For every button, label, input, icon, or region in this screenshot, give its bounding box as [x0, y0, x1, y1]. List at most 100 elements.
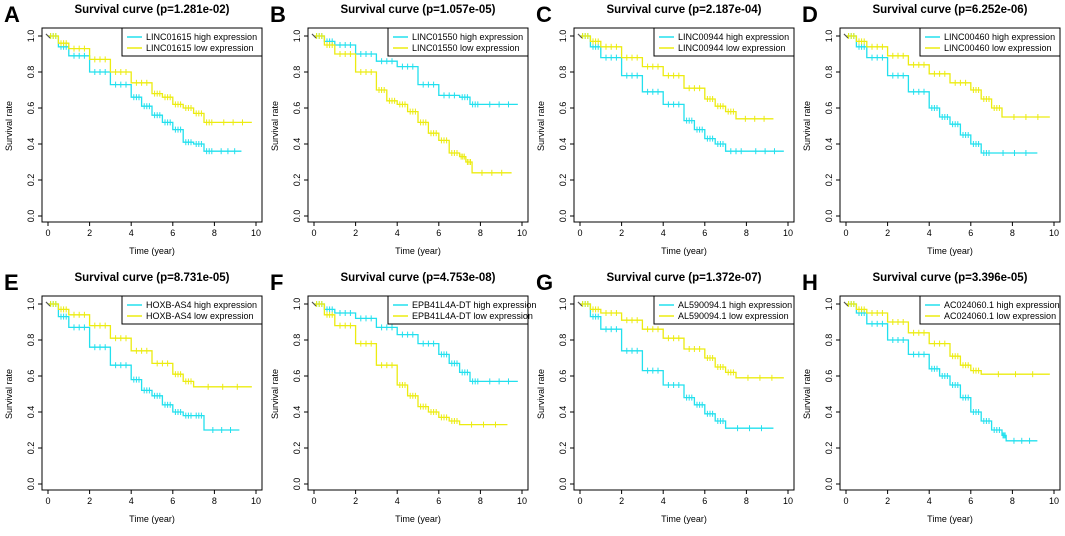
start-marker — [45, 301, 51, 307]
x-tick-label: 10 — [783, 496, 793, 506]
y-tick-label: 0.8 — [292, 334, 302, 347]
legend-label: HOXB-AS4 low expression — [146, 311, 254, 321]
series-line-low — [48, 303, 252, 388]
y-tick-label: 0.6 — [558, 370, 568, 383]
y-tick-label: 0.6 — [26, 370, 36, 383]
x-axis-label: Time (year) — [395, 246, 441, 256]
x-tick-label: 4 — [395, 496, 400, 506]
y-tick-label: 0.6 — [824, 102, 834, 115]
y-tick-label: 0.2 — [26, 442, 36, 455]
legend-label: LINC00944 high expression — [678, 32, 789, 42]
x-tick-label: 8 — [744, 496, 749, 506]
x-tick-label: 10 — [1049, 228, 1059, 238]
y-tick-label: 0.8 — [558, 334, 568, 347]
y-tick-label: 0.6 — [558, 102, 568, 115]
panel-letter: H — [802, 270, 818, 295]
y-tick-label: 1.0 — [26, 298, 36, 311]
chart-title: Survival curve (p=3.396e-05) — [872, 272, 1027, 284]
legend-box — [387, 295, 529, 325]
x-tick-label: 8 — [478, 496, 483, 506]
y-tick-label: 0.0 — [26, 210, 36, 223]
series-line-high — [48, 35, 242, 152]
y-tick-label: 1.0 — [824, 30, 834, 43]
y-tick-label: 0.2 — [292, 174, 302, 187]
y-tick-label: 0.8 — [824, 334, 834, 347]
x-tick-label: 0 — [843, 496, 848, 506]
legend-label: AC024060.1 high expression — [944, 300, 1060, 310]
legend-label: AL590094.1 high expression — [678, 300, 792, 310]
series-line-low — [48, 35, 252, 124]
x-tick-label: 10 — [251, 228, 261, 238]
plot-frame — [307, 27, 529, 223]
x-tick-label: 0 — [843, 228, 848, 238]
legend-label: LINC01615 high expression — [146, 32, 257, 42]
panel-a: A Survival curve (p=1.281e-02) 0.0 0.2 0.4 0.… — [4, 2, 263, 256]
legend-box — [919, 295, 1061, 325]
legend-label: LINC00944 low expression — [678, 43, 786, 53]
y-tick-label: 0.2 — [824, 442, 834, 455]
x-tick-label: 10 — [517, 496, 527, 506]
y-tick-label: 0.6 — [26, 102, 36, 115]
start-marker — [45, 33, 51, 39]
series-line-high — [846, 35, 1038, 154]
chart-title: Survival curve (p=1.281e-02) — [74, 4, 229, 16]
legend-label: LINC00460 high expression — [944, 32, 1055, 42]
y-axis-label: Survival rate — [4, 369, 14, 419]
x-tick-label: 10 — [783, 228, 793, 238]
x-tick-label: 6 — [702, 496, 707, 506]
x-tick-label: 8 — [1010, 228, 1015, 238]
plot-frame — [41, 27, 263, 223]
y-tick-label: 0.4 — [26, 138, 36, 151]
x-axis-label: Time (year) — [129, 514, 175, 524]
panel-d: D Survival curve (p=6.252e-06) 0.0 0.2 0.4 0.… — [802, 2, 1061, 256]
panel-c: C Survival curve (p=2.187e-04) 0.0 0.2 0.4 0.… — [536, 2, 795, 256]
start-marker — [577, 33, 583, 39]
panel-letter: C — [536, 2, 552, 27]
x-axis-label: Time (year) — [661, 246, 707, 256]
start-marker — [311, 33, 317, 39]
x-tick-label: 2 — [87, 228, 92, 238]
legend-box — [121, 295, 263, 325]
series-line-high — [314, 35, 518, 106]
chart-title: Survival curve (p=4.753e-08) — [340, 272, 495, 284]
panel-e: E Survival curve (p=8.731e-05) 0.0 0.2 0.4 0.… — [4, 270, 263, 524]
legend-box — [653, 27, 795, 57]
legend-box — [387, 27, 529, 57]
x-tick-label: 2 — [619, 496, 624, 506]
y-axis-label: Survival rate — [802, 101, 812, 151]
chart-title: Survival curve (p=2.187e-04) — [606, 4, 761, 16]
x-tick-label: 0 — [311, 228, 316, 238]
x-tick-label: 8 — [478, 228, 483, 238]
panel-letter: B — [270, 2, 286, 27]
x-tick-label: 2 — [885, 496, 890, 506]
x-tick-label: 0 — [311, 496, 316, 506]
x-tick-label: 0 — [577, 496, 582, 506]
panel-letter: G — [536, 270, 553, 295]
y-tick-label: 0.2 — [558, 174, 568, 187]
start-marker — [843, 33, 849, 39]
panel-letter: F — [270, 270, 283, 295]
y-tick-label: 1.0 — [558, 30, 568, 43]
x-tick-label: 8 — [744, 228, 749, 238]
y-axis-label: Survival rate — [802, 369, 812, 419]
x-tick-label: 10 — [517, 228, 527, 238]
x-tick-label: 2 — [353, 228, 358, 238]
y-tick-label: 1.0 — [292, 298, 302, 311]
y-tick-label: 0.8 — [292, 66, 302, 79]
x-axis-label: Time (year) — [395, 514, 441, 524]
series-line-low — [846, 303, 1050, 375]
x-tick-label: 6 — [968, 228, 973, 238]
y-tick-label: 0.4 — [558, 406, 568, 419]
legend-label: LINC01550 low expression — [412, 43, 520, 53]
x-tick-label: 10 — [251, 496, 261, 506]
y-tick-label: 0.0 — [292, 210, 302, 223]
y-axis-label: Survival rate — [536, 101, 546, 151]
x-tick-label: 4 — [129, 228, 134, 238]
y-tick-label: 1.0 — [292, 30, 302, 43]
x-tick-label: 6 — [170, 228, 175, 238]
y-tick-label: 0.4 — [292, 406, 302, 419]
y-tick-label: 0.2 — [26, 174, 36, 187]
panel-f: F Survival curve (p=4.753e-08) 0.0 0.2 0.4 0.… — [270, 270, 536, 524]
legend-label: LINC00460 low expression — [944, 43, 1052, 53]
panel-letter: D — [802, 2, 818, 27]
